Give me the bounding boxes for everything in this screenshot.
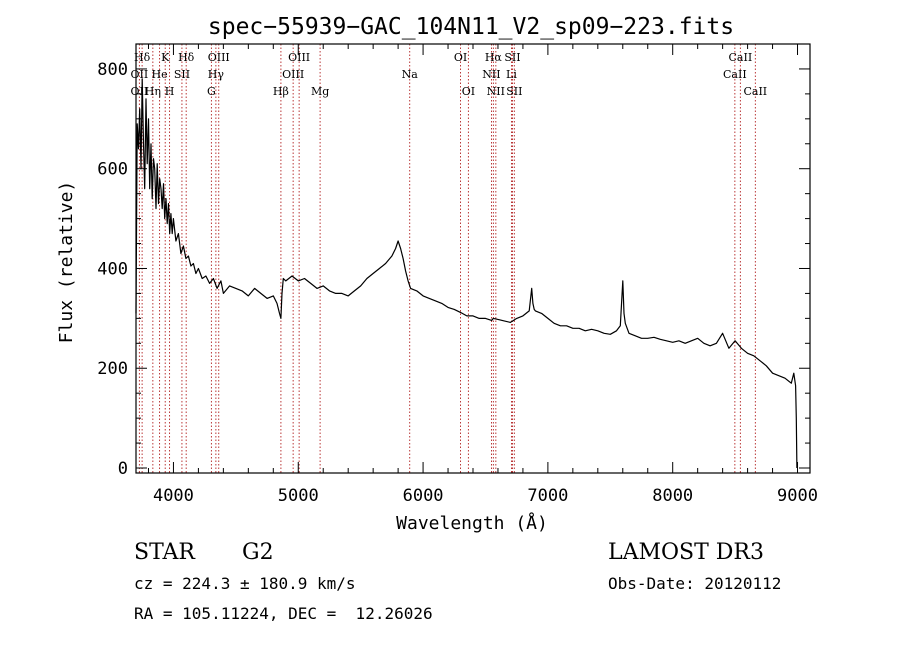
spectral-line-label: Li (506, 68, 517, 81)
spectral-line-label: OI (454, 51, 467, 64)
x-tick-label: 4000 (153, 486, 194, 506)
axis-tick-labels: 4000 5000 6000 7000 8000 9000 0 200 400 600 800 (97, 60, 818, 506)
object-class: STAR (134, 540, 195, 565)
spectral-line-label: OII (131, 68, 149, 81)
spectral-line-label: CaII (723, 68, 747, 81)
chart-title: spec−55939−GAC_104N11_V2_sp09−223.fits (208, 14, 734, 40)
spectral-line-label: Hα (485, 51, 503, 64)
spectral-line-label: CaII (729, 51, 753, 64)
spectral-line-label: CaII (743, 85, 767, 98)
spectral-line-label: OII (131, 85, 149, 98)
spectral-line-label: NII (482, 68, 500, 81)
spectral-line-label: H (165, 85, 175, 98)
plot-frame (135, 43, 811, 474)
spectral-line-label: OIII (208, 51, 230, 64)
spectral-line-label: SII (174, 68, 190, 81)
object-subclass: G2 (242, 540, 274, 565)
y-axis-label: Flux (relative) (56, 181, 77, 344)
spectral-line-label: Hγ (208, 68, 225, 81)
spectral-line-label: OIII (282, 68, 304, 81)
spectral-line-label: Hβ (273, 85, 289, 98)
spectral-line-label: Hη (145, 85, 161, 98)
spectral-line-label: Na (402, 68, 419, 81)
spectrum-line (135, 78, 798, 469)
coordinates: RA = 105.11224, DEC = 12.26026 (134, 604, 433, 623)
redshift-velocity: cz = 224.3 ± 180.9 km/s (134, 574, 356, 593)
y-tick-label: 200 (97, 359, 128, 379)
y-tick-label: 0 (118, 459, 128, 479)
x-tick-label: 9000 (777, 486, 818, 506)
spectral-line-label: Hδ (134, 51, 151, 64)
y-tick-label: 600 (97, 160, 128, 180)
spectral-line-markers (138, 44, 756, 473)
axis-ticks (136, 44, 810, 473)
spectral-line-label: NII (487, 85, 505, 98)
spectral-line-label: SII (504, 51, 520, 64)
y-tick-label: 400 (97, 259, 128, 279)
x-tick-label: 5000 (278, 486, 319, 506)
x-tick-label: 7000 (527, 486, 568, 506)
spectral-line-label: OI (462, 85, 475, 98)
y-tick-label: 800 (97, 60, 128, 80)
spectral-line-label: OIII (288, 51, 310, 64)
spectral-line-label: SII (506, 85, 522, 98)
spectral-line-label: K (161, 51, 170, 64)
spectral-line-label: Mg (311, 85, 329, 98)
x-axis-label: Wavelength (Å) (396, 512, 548, 534)
spectral-line-label: He (152, 68, 168, 81)
x-tick-label: 6000 (403, 486, 444, 506)
x-tick-label: 8000 (652, 486, 693, 506)
spectral-line-label: Hδ (178, 51, 195, 64)
spectral-line-label: G (207, 85, 216, 98)
observation-date: Obs-Date: 20120112 (608, 574, 782, 593)
survey-name: LAMOST DR3 (608, 540, 764, 565)
